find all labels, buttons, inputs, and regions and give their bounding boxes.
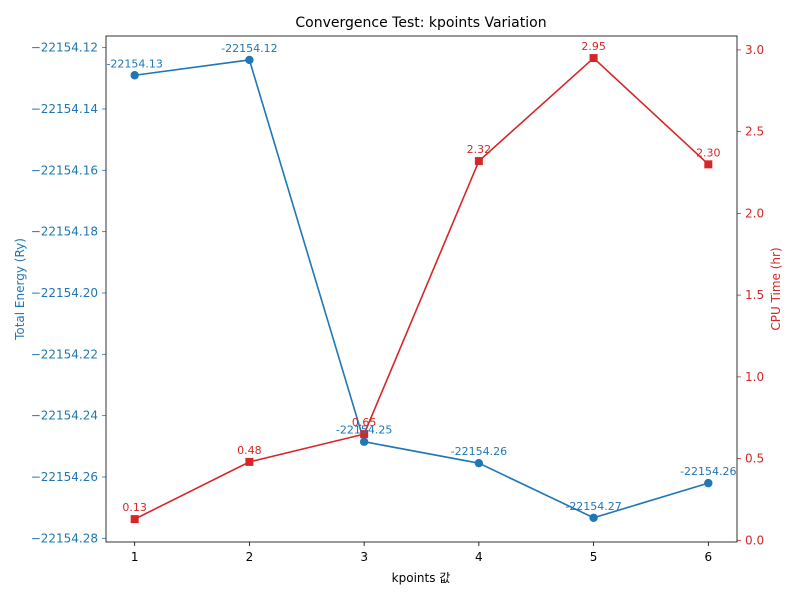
x-axis-label: kpoints 값 (392, 571, 451, 585)
y-right-tick-label: 0.5 (745, 452, 764, 466)
y-right-tick-label: 1.0 (745, 370, 764, 384)
cpu-time-point (245, 457, 254, 466)
cpu-time-data-label: 2.95 (581, 40, 606, 53)
y-left-tick-label: −22154.22 (31, 347, 98, 361)
cpu-time-data-label: 0.48 (237, 444, 262, 457)
y-axis-label-right: CPU Time (hr) (769, 247, 783, 330)
cpu-time-data-label: 0.13 (122, 501, 147, 514)
x-tick-label: 3 (360, 550, 368, 564)
energy-point (359, 437, 369, 446)
energy-data-label: -22154.12 (221, 42, 277, 55)
energy-data-label: -22154.25 (336, 424, 392, 437)
y-left-tick-label: −22154.28 (31, 531, 98, 545)
y-left-tick-label: −22154.12 (31, 41, 98, 55)
series-lines (134, 56, 709, 520)
y-left-tick-label: −22154.18 (31, 225, 98, 239)
y-left-tick-label: −22154.20 (31, 286, 98, 300)
x-tick-label: 6 (704, 550, 712, 564)
cpu-time-point (704, 160, 713, 169)
data-labels: -22154.13 -22154.12 -22154.25 -22154.26 -221… (106, 40, 736, 514)
energy-data-label: -22154.13 (106, 57, 162, 70)
x-tick-label: 4 (475, 550, 483, 564)
energy-data-label: -22154.26 (451, 445, 507, 458)
energy-point (589, 513, 598, 522)
y-axis-label-left: Total Energy (Ry) (13, 238, 27, 341)
x-tick-label: 2 (246, 550, 254, 564)
cpu-time-series-line (134, 56, 709, 520)
y-right-tick-label: 2.5 (745, 125, 764, 139)
series-markers (130, 54, 713, 524)
energy-series-line (134, 59, 709, 519)
y-left-tick-label: −22154.26 (31, 470, 98, 484)
energy-point (130, 71, 139, 80)
energy-point (245, 55, 254, 65)
plot-frame (105, 35, 738, 543)
energy-point (474, 458, 484, 468)
chart-title: Convergence Test: kpoints Variation (295, 15, 546, 31)
x-tick-label: 5 (590, 550, 598, 564)
energy-point (704, 478, 713, 488)
cpu-time-data-label: 2.32 (467, 143, 492, 156)
cpu-time-data-label: 2.30 (696, 146, 721, 159)
cpu-time-point (360, 430, 369, 439)
y-left-tick-label: −22154.14 (31, 102, 98, 116)
cpu-time-point (130, 515, 139, 524)
y-left-tick-label: −22154.24 (31, 409, 98, 423)
cpu-time-data-label: 0.65 (352, 416, 377, 429)
y-right-tick-label: 1.5 (745, 288, 764, 302)
cpu-time-point (589, 54, 598, 63)
axis-ticks: 1 2 3 4 5 6 −22154.12 −22154.14 −22154.16 −22154.… (31, 41, 764, 564)
y-right-tick-label: 2.0 (745, 206, 764, 220)
energy-data-label: -22154.27 (565, 500, 621, 513)
x-tick-label: 1 (131, 550, 139, 564)
y-right-tick-label: 0.0 (745, 533, 764, 547)
y-left-tick-label: −22154.16 (31, 163, 98, 177)
cpu-time-point (474, 157, 483, 166)
y-right-tick-label: 3.0 (745, 43, 764, 57)
energy-data-label: -22154.26 (680, 465, 736, 478)
